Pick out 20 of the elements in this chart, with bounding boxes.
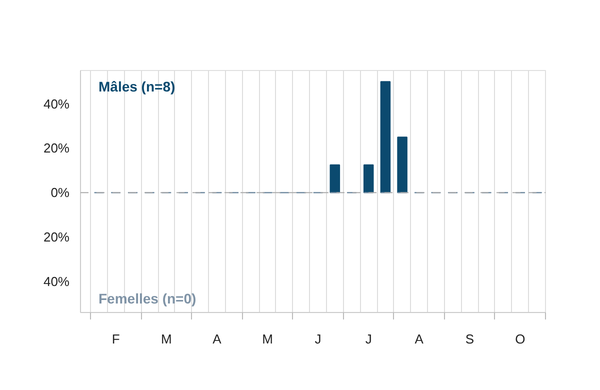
x-tick-label: J — [314, 332, 322, 346]
y-tick-label: 20% — [43, 230, 70, 245]
x-tick-label: F — [112, 332, 120, 346]
y-tick-label: 0% — [50, 185, 70, 200]
x-tick-label: O — [515, 332, 526, 346]
bar — [363, 164, 374, 194]
x-tick-label: M — [161, 332, 172, 346]
bar — [380, 81, 391, 194]
text: Femelles (n=0) — [98, 290, 196, 306]
x-tick-label: A — [212, 332, 222, 346]
bar — [330, 164, 340, 194]
x-tick-label: S — [465, 332, 474, 346]
y-tick-label: 20% — [43, 140, 70, 156]
y-tick-label: 40% — [43, 274, 70, 289]
bar — [397, 136, 408, 194]
y-tick-label: 40% — [43, 96, 70, 112]
x-tick-label: J — [365, 332, 372, 346]
text: Mâles (n=8) — [98, 78, 176, 94]
x-tick-label: A — [414, 332, 424, 346]
x-tick-label: M — [262, 332, 273, 346]
